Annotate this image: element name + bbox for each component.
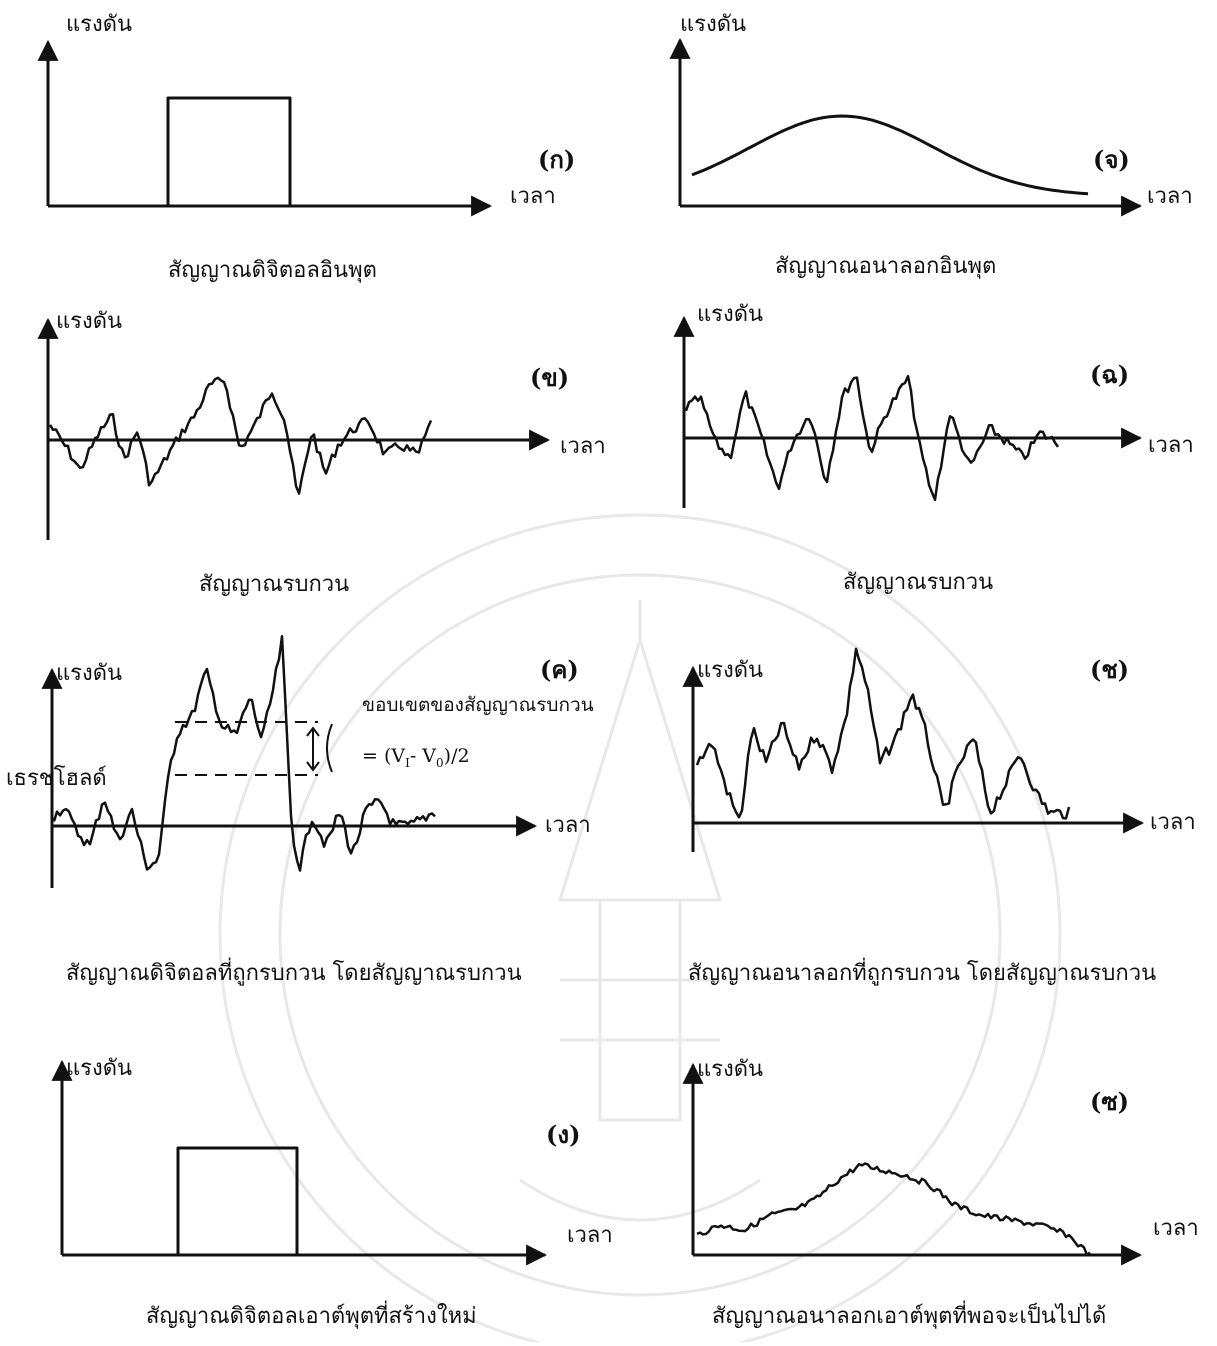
digital-pulse-input — [48, 96, 292, 208]
time-label: เวลา — [1148, 433, 1194, 458]
panel-tag-kh: (ข) — [530, 363, 570, 392]
time-label: เวลา — [1150, 810, 1196, 835]
panel-tag-k: (ก) — [538, 145, 576, 174]
caption-noise-right: สัญญาณรบกวน — [843, 570, 994, 595]
noisy-digital-trace — [52, 634, 436, 872]
time-label: เวลา — [1147, 184, 1193, 209]
caption-digital-noisy: สัญญาณดิจิตอลที่ถูกรบกวน โดยสัญญาณรบกวน — [66, 961, 522, 986]
threshold-label: เธรชโฮลด์ — [6, 766, 107, 791]
caption-analog-input: สัญญาณอนาลอกอินพุต — [775, 254, 997, 279]
time-label: เวลา — [560, 434, 606, 459]
time-label: เวลา — [567, 1223, 613, 1248]
analog-wave-output — [696, 1162, 1091, 1257]
noisy-analog-trace — [695, 647, 1071, 820]
axes-group — [37, 37, 1145, 1266]
voltage-label: แรงดัน — [66, 1056, 133, 1081]
panel-tag-ng: (ง) — [546, 1120, 581, 1149]
panel-tag-kho: (ค) — [540, 655, 579, 684]
noise-margin-label: ขอบเขตของสัญญาณรบกวน — [362, 694, 594, 716]
voltage-label: แรงดัน — [697, 302, 764, 327]
caption-noise-left: สัญญาณรบกวน — [199, 572, 350, 597]
noise-trace — [684, 374, 1060, 502]
panel-tag-sho: (ช) — [1090, 655, 1129, 684]
noise-margin-formula: = (VI- V0)/2 — [362, 745, 470, 770]
traces-group — [48, 96, 1091, 1257]
analog-wave-input — [691, 114, 1089, 196]
voltage-label: แรงดัน — [697, 658, 764, 683]
panel-tag-so: (ซ) — [1090, 1087, 1129, 1116]
caption-analog-output: สัญญาณอนาลอกเอาต์พุตที่พอจะเป็นไปได้ — [712, 1304, 1107, 1329]
caption-analog-noisy: สัญญาณอนาลอกที่ถูกรบกวน โดยสัญญาณรบกวน — [688, 961, 1157, 986]
voltage-label: แรงดัน — [680, 12, 747, 37]
caption-digital-input: สัญญาณดิจิตอลอินพุต — [168, 258, 377, 283]
time-label: เวลา — [545, 813, 591, 838]
time-label: เวลา — [510, 184, 556, 209]
watermark-seal — [218, 513, 1062, 1346]
time-label: เวลา — [1153, 1216, 1199, 1241]
voltage-label: แรงดัน — [697, 1057, 764, 1082]
voltage-label: แรงดัน — [56, 309, 123, 334]
caption-digital-output: สัญญาณดิจิตอลเอาต์พุตที่สร้างใหม่ — [146, 1304, 477, 1329]
panel-tag-ch: (จ) — [1093, 145, 1130, 174]
digital-pulse-output — [62, 1146, 299, 1257]
voltage-label: แรงดัน — [66, 12, 133, 37]
voltage-label: แรงดัน — [56, 661, 123, 686]
panel-tag-cho: (ฉ) — [1090, 360, 1130, 389]
noise-margin-bracket — [175, 721, 333, 776]
noise-trace — [48, 376, 433, 495]
